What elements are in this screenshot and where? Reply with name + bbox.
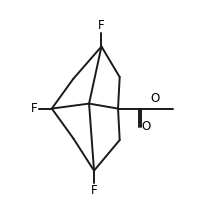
Text: O: O — [151, 92, 160, 105]
Text: F: F — [91, 184, 97, 197]
Text: F: F — [31, 102, 38, 115]
Text: O: O — [142, 120, 151, 133]
Text: F: F — [98, 19, 105, 32]
